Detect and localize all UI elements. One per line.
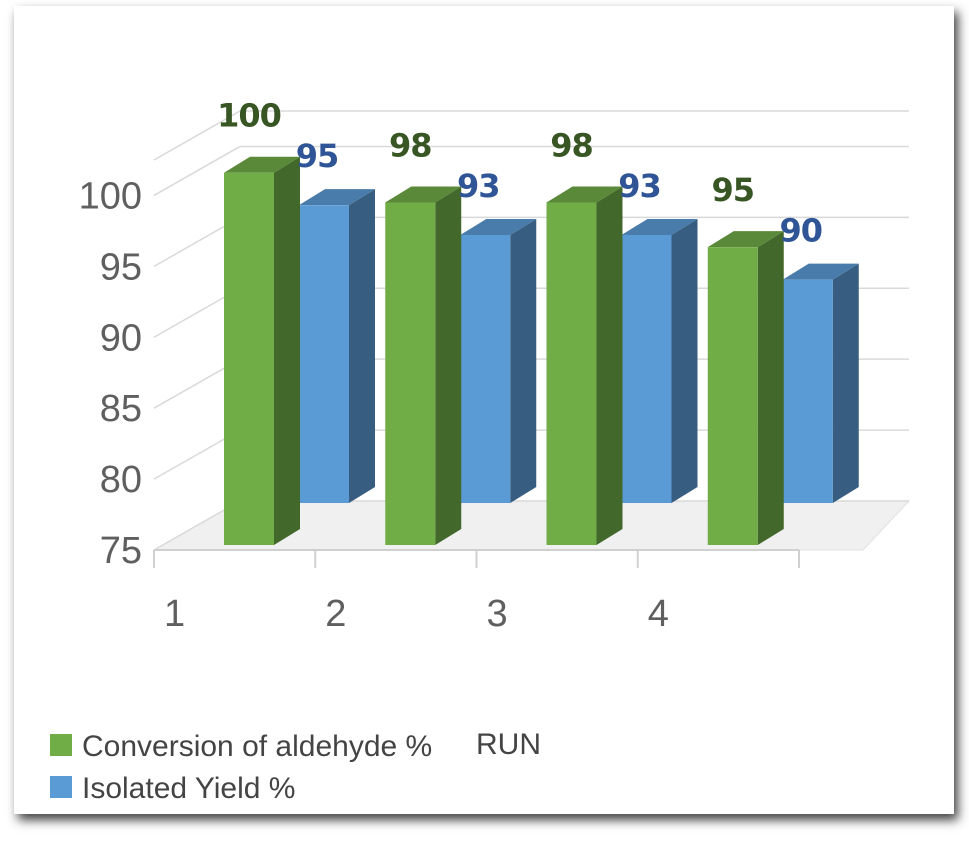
bar-isolated-yield-front — [299, 205, 349, 503]
y-tick-label: 75 — [100, 530, 142, 572]
chart-data-labels: 95 93 93 90 100 98 98 95 — [217, 97, 823, 250]
y-tick-label: 80 — [100, 459, 142, 501]
bar-isolated-yield — [299, 189, 375, 503]
bar-isolated-yield-top — [299, 189, 375, 206]
bar-conversion-top — [546, 186, 623, 203]
bar-isolated-yield-front — [460, 234, 511, 504]
bar-isolated-yield-side — [510, 218, 537, 504]
chart-svg: 75 80 85 90 95 100 1 2 3 4 95 93 93 90 100 98 98 95 RUN… — [50, 97, 911, 805]
bar-isolated-yield-top — [460, 218, 537, 235]
bar-isolated-yield-front — [621, 234, 672, 504]
x-axis-title: RUN — [476, 728, 541, 761]
bar-isolated-yield — [782, 263, 859, 503]
bar-conversion-front — [385, 202, 436, 545]
bar-conversion — [385, 186, 462, 545]
bar-conversion — [546, 186, 623, 545]
bar-conversion-side — [757, 231, 784, 545]
bar-isolated-yield-top — [782, 263, 859, 280]
bar-conversion-top — [707, 231, 784, 248]
bar-conversion-front — [546, 202, 597, 545]
y-tick-label: 95 — [100, 246, 142, 288]
bar-conversion-side — [435, 186, 462, 545]
bar-isolated-yield — [460, 218, 537, 504]
bar-conversion — [224, 156, 300, 545]
bar-isolated-yield-side — [832, 263, 859, 503]
bar-conversion-front — [224, 172, 274, 545]
legend: Conversion of aldehyde % Isolated Yield … — [50, 730, 432, 805]
bar-isolated-yield-top — [621, 218, 698, 235]
bar-isolated-yield — [621, 218, 698, 504]
y-tick-label: 100 — [79, 175, 142, 217]
y-tick-label: 85 — [100, 388, 142, 430]
bar-isolated-yield-front — [782, 279, 833, 503]
bar-conversion-top — [385, 186, 462, 203]
y-tick-label: 90 — [100, 317, 142, 359]
x-tick-label: 1 — [164, 593, 185, 635]
bar-isolated-yield-side — [671, 218, 698, 504]
data-label-conversion: 100 — [217, 97, 281, 135]
chart-bars — [224, 156, 859, 545]
x-tick-label: 4 — [648, 593, 669, 635]
data-label-isolated-yield: 93 — [457, 167, 500, 205]
data-label-isolated-yield: 93 — [618, 167, 661, 205]
data-label-isolated-yield: 95 — [296, 137, 339, 175]
gridline-diagonal — [153, 110, 241, 161]
data-label-conversion: 98 — [389, 127, 432, 165]
bar-conversion-top — [224, 156, 300, 173]
data-label-conversion: 95 — [711, 171, 754, 209]
x-tick-label: 3 — [487, 593, 508, 635]
chart-card: 75 80 85 90 95 100 1 2 3 4 95 93 93 90 100 98 98 95 RUN… — [14, 6, 954, 814]
legend-swatch-isolated-yield — [50, 776, 72, 798]
legend-item-isolated-yield: Isolated Yield % — [50, 772, 295, 805]
legend-label-conversion: Conversion of aldehyde % — [82, 730, 432, 763]
bar-conversion-side — [274, 156, 300, 545]
data-label-conversion: 98 — [550, 127, 593, 165]
data-label-isolated-yield: 90 — [779, 212, 822, 250]
x-tick-label: 2 — [325, 593, 346, 635]
x-axis: 1 2 3 4 — [153, 549, 800, 635]
y-axis-ticks: 75 80 85 90 95 100 — [79, 175, 142, 572]
legend-label-isolated-yield: Isolated Yield % — [82, 772, 295, 805]
gridline-diagonal — [153, 145, 241, 197]
bar-conversion-side — [596, 186, 623, 545]
legend-item-conversion: Conversion of aldehyde % — [50, 730, 432, 763]
bar-isolated-yield-side — [349, 189, 375, 503]
bar-conversion — [707, 231, 784, 545]
legend-swatch-conversion — [50, 734, 72, 756]
bar-conversion-front — [707, 247, 758, 545]
